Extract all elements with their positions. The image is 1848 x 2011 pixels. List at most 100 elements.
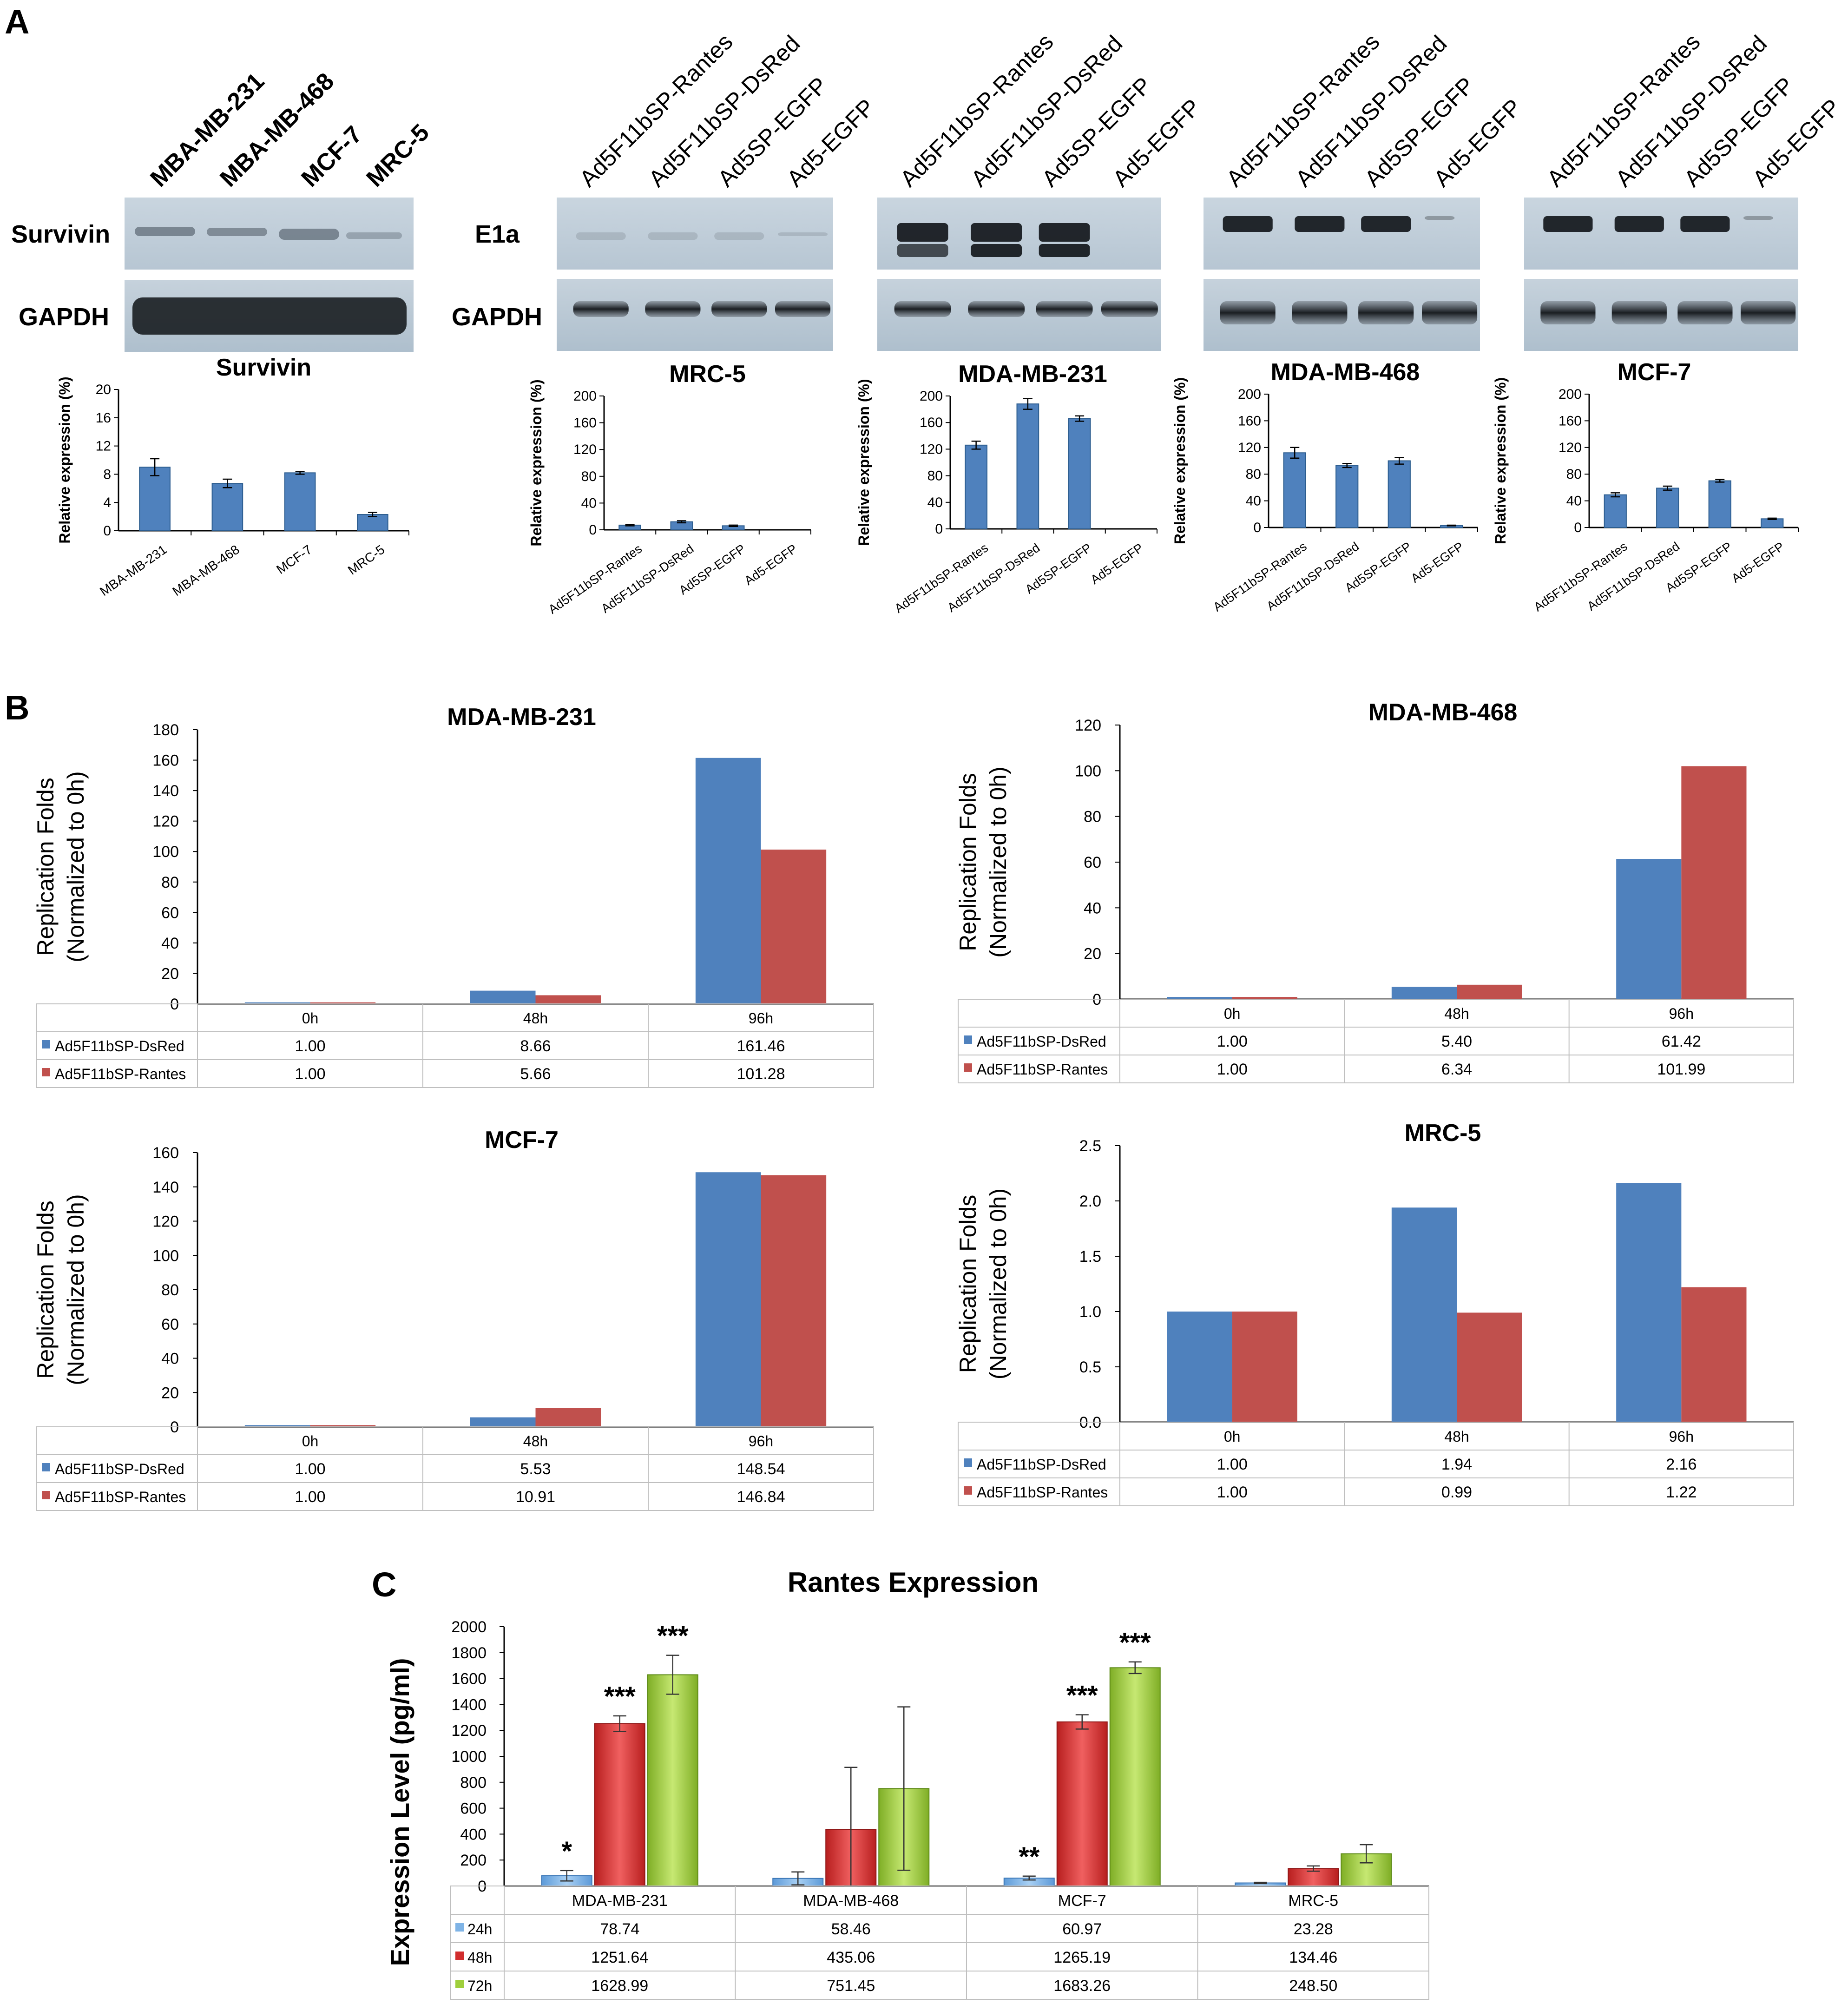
category-label: 48h xyxy=(523,1010,548,1027)
bar xyxy=(1167,997,1232,999)
table-value: 5.66 xyxy=(520,1065,551,1083)
blot-band xyxy=(1743,216,1773,220)
blot-lane-label: MCF-7 xyxy=(296,121,367,192)
blot-band xyxy=(1292,301,1348,324)
table-value: 161.46 xyxy=(737,1037,785,1055)
table-value: 8.66 xyxy=(520,1037,551,1055)
table-value: 751.45 xyxy=(827,1977,875,1995)
chart-A2: MRC-5 0 40 80 120 160 200 Ad5F11bSP-RantesAd5F1… xyxy=(528,361,811,617)
y-tick-label: 1800 xyxy=(451,1644,487,1662)
blot-band xyxy=(1036,301,1093,317)
y-axis-label: Expression Level (pg/ml) xyxy=(385,1658,414,1966)
y-tick-label: 120 xyxy=(152,1213,179,1231)
y-tick-label: 200 xyxy=(460,1852,487,1869)
table-value: 10.91 xyxy=(516,1488,555,1506)
y-tick-label: 20 xyxy=(96,382,111,397)
significance-marker: * xyxy=(561,1836,572,1866)
bar xyxy=(1109,1667,1161,1886)
y-tick-label: 4 xyxy=(103,495,111,510)
y-tick-label: 40 xyxy=(927,495,943,510)
blot-band xyxy=(778,232,828,236)
blot-band xyxy=(971,223,1022,242)
table-value: 58.46 xyxy=(831,1920,871,1938)
blot-band xyxy=(279,229,339,240)
y-tick-label: 0.5 xyxy=(1079,1358,1101,1376)
table-value: 1.00 xyxy=(295,1488,325,1506)
chart-title: Survivin xyxy=(216,354,311,381)
table-value: 435.06 xyxy=(827,1949,875,1966)
bar xyxy=(1167,1312,1232,1422)
x-tick-label: Ad5F11bSP-DsRed xyxy=(945,541,1043,614)
bar xyxy=(647,1674,698,1886)
bar xyxy=(284,472,316,531)
y-tick-label: 20 xyxy=(1084,945,1101,963)
category-label: 96h xyxy=(1669,1428,1694,1445)
bar xyxy=(310,1425,376,1427)
y-tick-label: 0 xyxy=(103,523,111,539)
table-value: 6.34 xyxy=(1441,1061,1472,1078)
x-tick-label: MBA-MB-468 xyxy=(170,542,242,599)
y-tick-label: 60 xyxy=(161,904,179,922)
legend-label: Ad5F11bSP-Rantes xyxy=(55,1066,186,1082)
table-value: 1628.99 xyxy=(591,1977,648,1995)
chart-title: MDA-MB-231 xyxy=(958,361,1107,388)
x-tick-label: MCF-7 xyxy=(274,542,315,577)
bar xyxy=(1681,1287,1747,1422)
bar xyxy=(1335,465,1359,528)
legend-label: 24h xyxy=(467,1921,492,1938)
y-tick-label: 1600 xyxy=(451,1670,487,1688)
chart-title: MRC-5 xyxy=(1405,1120,1481,1147)
y-axis-label: Replication Folds xyxy=(955,773,981,951)
legend-label: 48h xyxy=(467,1949,492,1966)
y-tick-label: 1.0 xyxy=(1079,1303,1101,1321)
table-value: 248.50 xyxy=(1289,1977,1337,1995)
legend-swatch xyxy=(964,1063,972,1072)
legend-label: Ad5F11bSP-DsRed xyxy=(55,1461,184,1477)
legend-label: Ad5F11bSP-Rantes xyxy=(55,1489,186,1505)
legend-swatch xyxy=(964,1035,972,1044)
y-tick-label: 100 xyxy=(1075,762,1101,780)
blot-band xyxy=(1614,216,1664,232)
table-value: 1.00 xyxy=(1217,1061,1248,1078)
table-value: 134.46 xyxy=(1289,1949,1337,1966)
category-label: MDA-MB-468 xyxy=(803,1892,899,1910)
y-tick-label: 180 xyxy=(152,721,179,739)
chart-title: Rantes Expression xyxy=(788,1567,1039,1598)
y-tick-label: 400 xyxy=(460,1826,487,1843)
chart-title: MRC-5 xyxy=(669,361,746,388)
y-tick-label: 60 xyxy=(1084,854,1101,871)
y-tick-label: 80 xyxy=(1084,808,1101,826)
bar xyxy=(1391,1207,1457,1422)
blot-band xyxy=(1220,301,1276,324)
blot-strip xyxy=(1204,198,1480,270)
legend-label: Ad5F11bSP-DsRed xyxy=(977,1456,1106,1473)
bar xyxy=(1232,1312,1297,1422)
legend-swatch xyxy=(42,1068,50,1076)
blot-band xyxy=(1741,301,1796,324)
significance-marker: *** xyxy=(604,1681,636,1712)
y-tick-label: 120 xyxy=(920,442,943,457)
x-tick-label: Ad5-EGFP xyxy=(742,541,800,587)
y-tick-label: 40 xyxy=(1566,494,1582,509)
y-tick-label: 1400 xyxy=(451,1696,487,1714)
y-tick-label: 120 xyxy=(1559,440,1582,455)
y-tick-label: 80 xyxy=(927,468,943,484)
category-label: MDA-MB-231 xyxy=(572,1892,668,1910)
chart-title: MDA-MB-468 xyxy=(1271,359,1420,386)
x-tick-label: Ad5F11bSP-DsRed xyxy=(1264,539,1361,613)
bar xyxy=(1457,1312,1522,1422)
data-table xyxy=(36,1426,874,1511)
bar xyxy=(139,467,171,532)
blot-band xyxy=(1677,301,1733,324)
y-tick-label: 2.0 xyxy=(1079,1193,1101,1210)
table-value: 101.28 xyxy=(737,1065,785,1083)
table-value: 60.97 xyxy=(1062,1920,1102,1938)
significance-marker: *** xyxy=(657,1621,689,1651)
blot-band xyxy=(1039,223,1090,242)
chart-A5: MCF-7 0 40 80 120 160 200 Ad5F11bSP-RantesAd5F1… xyxy=(1492,359,1799,614)
x-tick-label: Ad5F11bSP-Rantes xyxy=(546,541,644,616)
y-tick-label: 20 xyxy=(161,965,179,982)
bar xyxy=(1391,987,1457,999)
